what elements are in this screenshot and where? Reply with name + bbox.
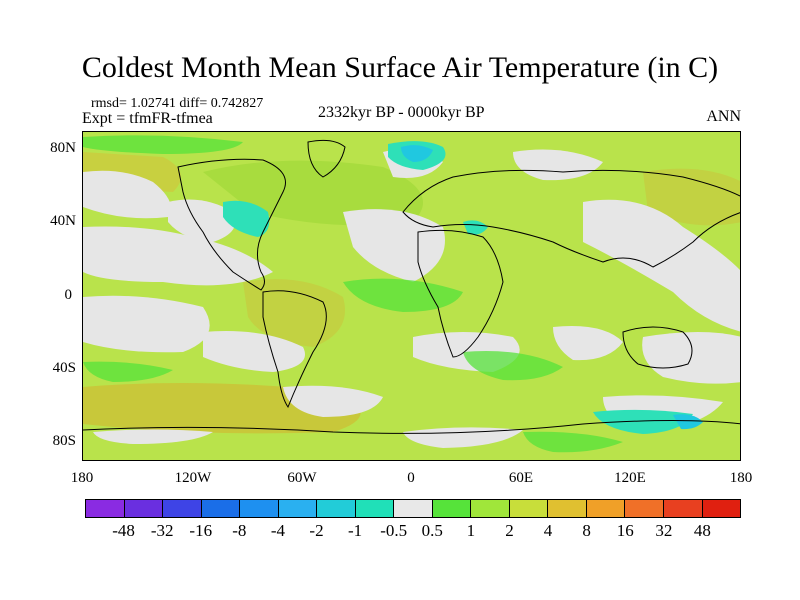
coastline-africa	[417, 229, 504, 358]
colorbar-swatch	[355, 500, 395, 517]
colorbar-label: 8	[582, 521, 591, 540]
colorbar-label: -16	[189, 521, 213, 540]
field-warm-patch-samerica	[243, 279, 345, 347]
colorbar-swatch	[124, 500, 164, 517]
colorbar-swatch	[394, 500, 433, 517]
colorbar-label: -8	[232, 521, 247, 540]
colorbar-label: 1	[466, 521, 476, 540]
colorbar-label: -1	[348, 521, 363, 540]
coastline-eurasia	[402, 169, 740, 268]
colorbar-swatch	[471, 500, 510, 517]
colorbar-label: 32	[655, 521, 673, 540]
colorbar-swatch	[240, 500, 279, 517]
map-field	[83, 132, 740, 460]
colorbar-label: 0.5	[421, 521, 443, 540]
colorbar-swatch	[432, 500, 472, 517]
colorbar-swatch	[278, 500, 318, 517]
colorbar-label: 4	[543, 521, 553, 540]
colorbar-swatch	[317, 500, 356, 517]
x-label-120w: 120W	[174, 470, 212, 486]
y-label-40s: 40S	[52, 360, 76, 376]
colorbar-label: -4	[270, 521, 286, 540]
x-label-120e: 120E	[614, 470, 646, 486]
colorbar-swatch	[548, 500, 587, 517]
y-label-80s: 80S	[52, 433, 76, 449]
colorbar-swatch	[509, 500, 549, 517]
coastlines	[83, 139, 740, 434]
stats-label: rmsd= 1.02741 diff= 0.742827	[91, 96, 264, 111]
map-title: Coldest Month Mean Surface Air Temperatu…	[81, 51, 719, 84]
colorbar-label: -2	[309, 521, 324, 540]
field-plus-one-bands	[83, 135, 623, 453]
colorbar-label: 48	[693, 521, 711, 540]
field-cool-regions	[223, 141, 703, 434]
colorbar-swatch	[86, 500, 125, 517]
colorbar-swatch	[163, 500, 202, 517]
experiment-label: Expt = tfmFR-tfmea	[82, 110, 213, 127]
field-warm-patch-east	[643, 168, 740, 226]
colorbar-label: -48	[112, 521, 135, 540]
colorbar-swatch	[586, 500, 626, 517]
x-label-60e: 60E	[508, 470, 534, 486]
y-label-0: 0	[64, 287, 73, 303]
coastline-antarctica	[83, 420, 740, 434]
y-label-40n: 40N	[50, 213, 76, 229]
colorbar-swatch	[201, 500, 241, 517]
season-label: ANN	[706, 108, 741, 125]
colorbar-label: -32	[150, 521, 174, 540]
period-label: 2332kyr BP - 0000kyr BP	[318, 104, 485, 121]
coastline-north-america	[177, 158, 286, 291]
colorbar-label: 16	[616, 521, 634, 540]
colorbar-label: 2	[505, 521, 514, 540]
colorbar	[85, 499, 741, 518]
y-label-80n: 80N	[50, 140, 76, 156]
colorbar-swatch	[625, 500, 664, 517]
x-label-60w: 60W	[287, 470, 317, 486]
x-label-0: 0	[407, 470, 415, 486]
coastline-australia	[622, 326, 693, 369]
colorbar-label: -0.5	[380, 521, 408, 540]
colorbar-swatch	[702, 500, 741, 517]
coastline-south-america	[262, 290, 327, 409]
colorbar-swatch	[663, 500, 703, 517]
x-label-180w: 180	[70, 470, 94, 486]
temperature-map	[82, 131, 741, 461]
coastline-greenland	[307, 139, 346, 178]
x-label-180e: 180	[729, 470, 753, 486]
